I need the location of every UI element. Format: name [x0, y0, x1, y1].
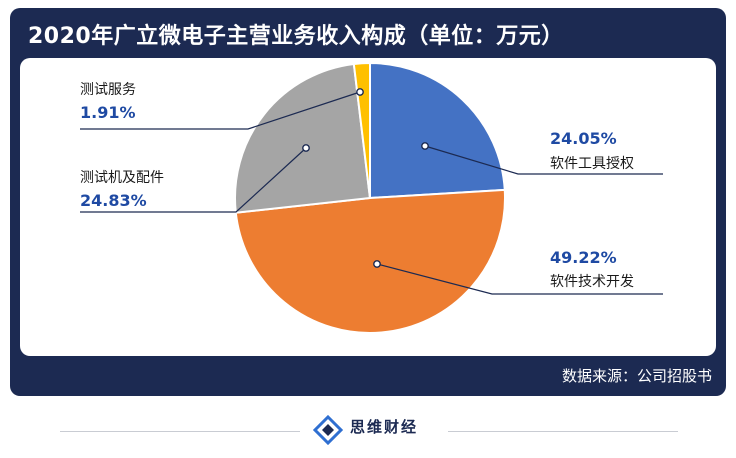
brand-logo-icon: [313, 415, 343, 445]
slice-percent-label: 24.05%: [550, 129, 617, 148]
brand-name: 思维财经: [350, 418, 419, 436]
slice-category-label: 测试服务: [80, 82, 136, 98]
leader-line: [376, 263, 663, 295]
pie-slice: [234, 188, 506, 334]
leader-dot: [373, 260, 381, 268]
footer-divider-left: [60, 431, 300, 432]
slice-percent-label: 24.83%: [80, 191, 147, 210]
leader-dot: [421, 142, 429, 150]
leader-dot: [302, 144, 310, 152]
data-source: 数据来源：公司招股书: [561, 367, 712, 385]
leader-line: [80, 91, 361, 130]
chart-title: 2020年广立微电子主营业务收入构成（单位：万元）: [28, 24, 564, 49]
slice-percent-label: 49.22%: [550, 248, 617, 267]
pie-chart: 24.05% 软件工具授权 49.22% 软件技术开发 24.83% 测试机及配件 1.91…: [80, 61, 663, 334]
pie-slice: [369, 61, 506, 200]
leader-dot: [356, 88, 364, 96]
slice-category-label: 测试机及配件: [80, 170, 164, 186]
slice-category-label: 软件工具授权: [550, 156, 634, 172]
footer-divider-right: [448, 431, 678, 432]
slice-category-label: 软件技术开发: [550, 274, 634, 290]
leader-line: [80, 147, 307, 213]
pie-slice: [352, 61, 371, 199]
slice-percent-label: 1.91%: [80, 103, 136, 122]
pie-slice: [234, 62, 372, 214]
leader-line: [424, 145, 663, 175]
